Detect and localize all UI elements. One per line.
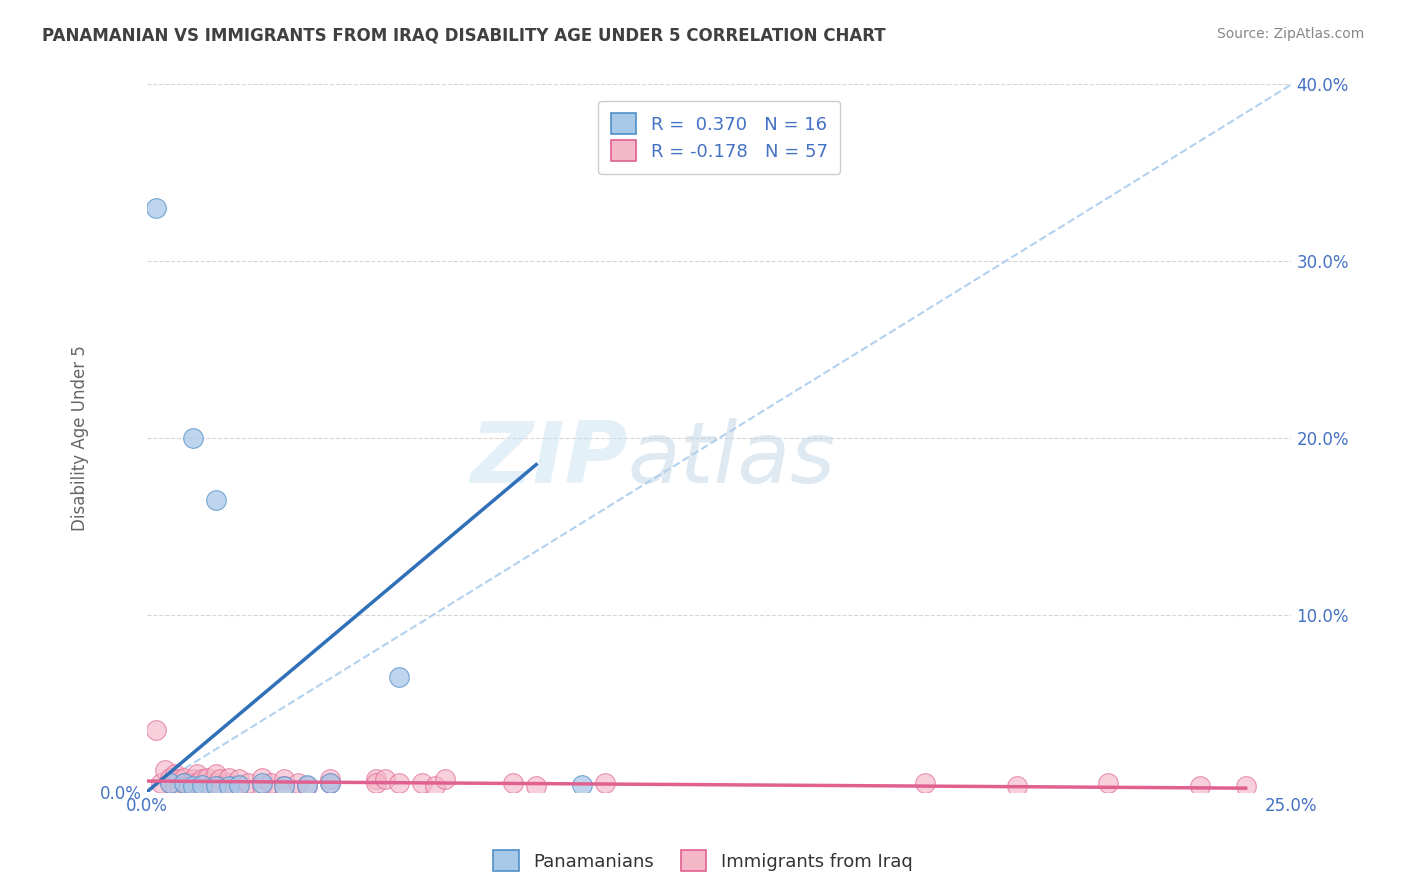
Point bbox=[145, 723, 167, 737]
Point bbox=[273, 772, 295, 787]
Point bbox=[173, 771, 195, 785]
Point bbox=[177, 776, 200, 790]
Point bbox=[388, 670, 411, 684]
Point bbox=[297, 780, 319, 794]
Point bbox=[163, 767, 186, 781]
Point bbox=[173, 776, 195, 790]
Point bbox=[191, 778, 214, 792]
Point bbox=[260, 776, 283, 790]
Point bbox=[181, 431, 204, 445]
Point bbox=[163, 776, 186, 790]
Legend: Panamanians, Immigrants from Iraq: Panamanians, Immigrants from Iraq bbox=[486, 843, 920, 879]
Point bbox=[200, 780, 222, 794]
Point bbox=[195, 771, 218, 785]
Point bbox=[250, 771, 273, 785]
Point bbox=[149, 776, 172, 790]
Point bbox=[218, 776, 240, 790]
Point bbox=[209, 772, 232, 787]
Text: Source: ZipAtlas.com: Source: ZipAtlas.com bbox=[1216, 27, 1364, 41]
Point bbox=[228, 772, 250, 787]
Point bbox=[218, 780, 240, 794]
Point bbox=[167, 772, 190, 787]
Point bbox=[204, 780, 226, 794]
Point bbox=[388, 776, 411, 790]
Point bbox=[228, 780, 250, 794]
Point bbox=[173, 776, 195, 790]
Point bbox=[204, 776, 226, 790]
Point bbox=[181, 776, 204, 790]
Point bbox=[159, 776, 181, 790]
Point bbox=[914, 776, 936, 790]
Point bbox=[571, 778, 593, 792]
Point bbox=[222, 780, 245, 794]
Point bbox=[191, 772, 214, 787]
Point bbox=[209, 780, 232, 794]
Point bbox=[195, 776, 218, 790]
Point bbox=[433, 772, 456, 787]
Y-axis label: Disability Age Under 5: Disability Age Under 5 bbox=[72, 345, 89, 531]
Legend: R =  0.370   N = 16, R = -0.178   N = 57: R = 0.370 N = 16, R = -0.178 N = 57 bbox=[599, 101, 841, 174]
Point bbox=[204, 492, 226, 507]
Point bbox=[319, 776, 342, 790]
Point bbox=[374, 772, 396, 787]
Point bbox=[1188, 780, 1211, 794]
Point bbox=[411, 776, 433, 790]
Point bbox=[218, 771, 240, 785]
Point bbox=[1234, 780, 1257, 794]
Point bbox=[364, 776, 387, 790]
Point bbox=[364, 772, 387, 787]
Point bbox=[250, 776, 273, 790]
Text: ZIP: ZIP bbox=[470, 417, 627, 500]
Point bbox=[228, 778, 250, 792]
Text: atlas: atlas bbox=[627, 417, 835, 500]
Point bbox=[319, 776, 342, 790]
Point bbox=[273, 780, 295, 794]
Point bbox=[163, 780, 186, 794]
Point bbox=[167, 780, 190, 794]
Point bbox=[177, 780, 200, 794]
Point bbox=[319, 772, 342, 787]
Text: PANAMANIAN VS IMMIGRANTS FROM IRAQ DISABILITY AGE UNDER 5 CORRELATION CHART: PANAMANIAN VS IMMIGRANTS FROM IRAQ DISAB… bbox=[42, 27, 886, 45]
Point bbox=[425, 780, 447, 794]
Point bbox=[186, 776, 208, 790]
Point bbox=[1005, 780, 1028, 794]
Point bbox=[186, 767, 208, 781]
Point bbox=[297, 778, 319, 792]
Point bbox=[287, 776, 309, 790]
Point bbox=[159, 776, 181, 790]
Point bbox=[236, 776, 259, 790]
Point bbox=[145, 201, 167, 215]
Point bbox=[191, 780, 214, 794]
Point bbox=[181, 772, 204, 787]
Point bbox=[524, 780, 547, 794]
Point bbox=[502, 776, 524, 790]
Point bbox=[273, 780, 295, 794]
Point bbox=[155, 764, 177, 778]
Point bbox=[593, 776, 616, 790]
Point bbox=[250, 780, 273, 794]
Point bbox=[204, 767, 226, 781]
Point bbox=[159, 771, 181, 785]
Point bbox=[1097, 776, 1119, 790]
Point bbox=[181, 780, 204, 794]
